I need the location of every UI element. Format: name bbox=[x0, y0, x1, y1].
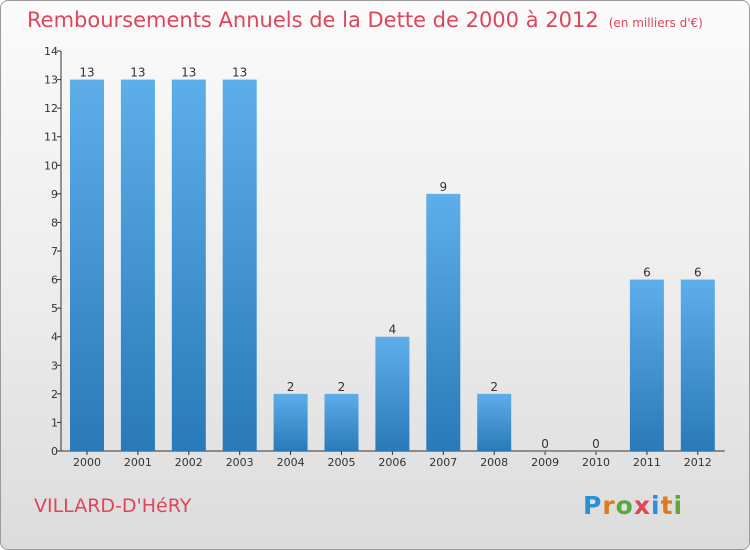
x-tick-label: 2009 bbox=[531, 456, 559, 469]
bar-2001 bbox=[120, 79, 155, 452]
y-tick-label: 9 bbox=[51, 188, 58, 201]
logo-letter: x bbox=[633, 491, 651, 520]
x-tick-label: 2010 bbox=[582, 456, 610, 469]
bar-2007 bbox=[426, 193, 461, 451]
bar-value-label: 13 bbox=[79, 66, 94, 80]
bar-2006 bbox=[375, 336, 410, 451]
y-tick-label: 5 bbox=[51, 302, 58, 315]
bar-value-label: 6 bbox=[694, 266, 702, 280]
title-text: Remboursements Annuels de la Dette de 20… bbox=[27, 8, 599, 32]
bar-2000 bbox=[70, 79, 104, 452]
bar-2011 bbox=[629, 279, 664, 451]
chart-subtitle: (en milliers d'€) bbox=[608, 16, 703, 30]
bar-value-label: 2 bbox=[338, 380, 346, 394]
x-tick-label: 2006 bbox=[378, 456, 406, 469]
proxiti-logo[interactable]: Proxiti bbox=[583, 491, 683, 520]
bar-value-label: 2 bbox=[490, 380, 498, 394]
y-tick-label: 11 bbox=[44, 131, 58, 144]
bar-value-label: 13 bbox=[130, 66, 145, 80]
logo-letter: r bbox=[602, 491, 616, 520]
bar-value-label: 6 bbox=[643, 266, 651, 280]
bar-2002 bbox=[171, 79, 206, 452]
bar-value-label: 13 bbox=[232, 66, 247, 80]
y-tick-label: 12 bbox=[44, 102, 58, 115]
y-tick-label: 8 bbox=[51, 216, 58, 229]
y-tick-label: 4 bbox=[51, 331, 58, 344]
y-tick-label: 0 bbox=[51, 445, 58, 458]
x-tick-label: 2007 bbox=[429, 456, 457, 469]
bar-value-label: 9 bbox=[439, 180, 447, 194]
y-tick-label: 14 bbox=[44, 45, 58, 58]
bar-value-label: 2 bbox=[287, 380, 295, 394]
x-tick-label: 2003 bbox=[226, 456, 254, 469]
logo-letter: o bbox=[615, 491, 634, 520]
y-tick-label: 13 bbox=[44, 74, 58, 87]
y-tick-label: 2 bbox=[51, 388, 58, 401]
bar-2004 bbox=[273, 393, 308, 451]
logo-letter: i bbox=[673, 491, 684, 520]
bar-value-label: 0 bbox=[541, 437, 549, 451]
chart-title: Remboursements Annuels de la Dette de 20… bbox=[27, 8, 703, 32]
logo-letter: t bbox=[660, 491, 674, 520]
y-tick-label: 10 bbox=[44, 159, 58, 172]
y-tick-label: 6 bbox=[51, 274, 58, 287]
bar-value-label: 4 bbox=[389, 323, 397, 337]
x-tick-label: 2004 bbox=[277, 456, 305, 469]
y-tick-label: 7 bbox=[51, 245, 58, 258]
bar-2010 bbox=[579, 451, 613, 452]
bar-2009 bbox=[528, 451, 563, 452]
logo-letter: i bbox=[651, 491, 661, 520]
bar-value-label: 13 bbox=[181, 66, 196, 80]
bar-value-label: 0 bbox=[592, 437, 600, 451]
bar-2005 bbox=[324, 393, 359, 451]
logo-letter: P bbox=[583, 491, 603, 520]
x-tick-label: 2011 bbox=[633, 456, 661, 469]
x-tick-label: 2008 bbox=[480, 456, 508, 469]
data-labels: 13 13 13 13 2 2 4 9 2 0 0 6 6 bbox=[79, 66, 701, 451]
y-tick-label: 1 bbox=[51, 416, 58, 429]
x-tick-label: 2000 bbox=[73, 456, 101, 469]
x-tick-label: 2005 bbox=[328, 456, 356, 469]
x-tick-label: 2002 bbox=[175, 456, 203, 469]
bar-2003 bbox=[222, 79, 257, 452]
bar-2008 bbox=[477, 393, 512, 451]
commune-name: VILLARD-D'HéRY bbox=[34, 495, 192, 517]
x-tick-label: 2001 bbox=[124, 456, 152, 469]
x-tick-label: 2012 bbox=[684, 456, 712, 469]
bars bbox=[70, 79, 715, 452]
y-tick-label: 3 bbox=[51, 359, 58, 372]
bar-2012 bbox=[680, 279, 715, 451]
